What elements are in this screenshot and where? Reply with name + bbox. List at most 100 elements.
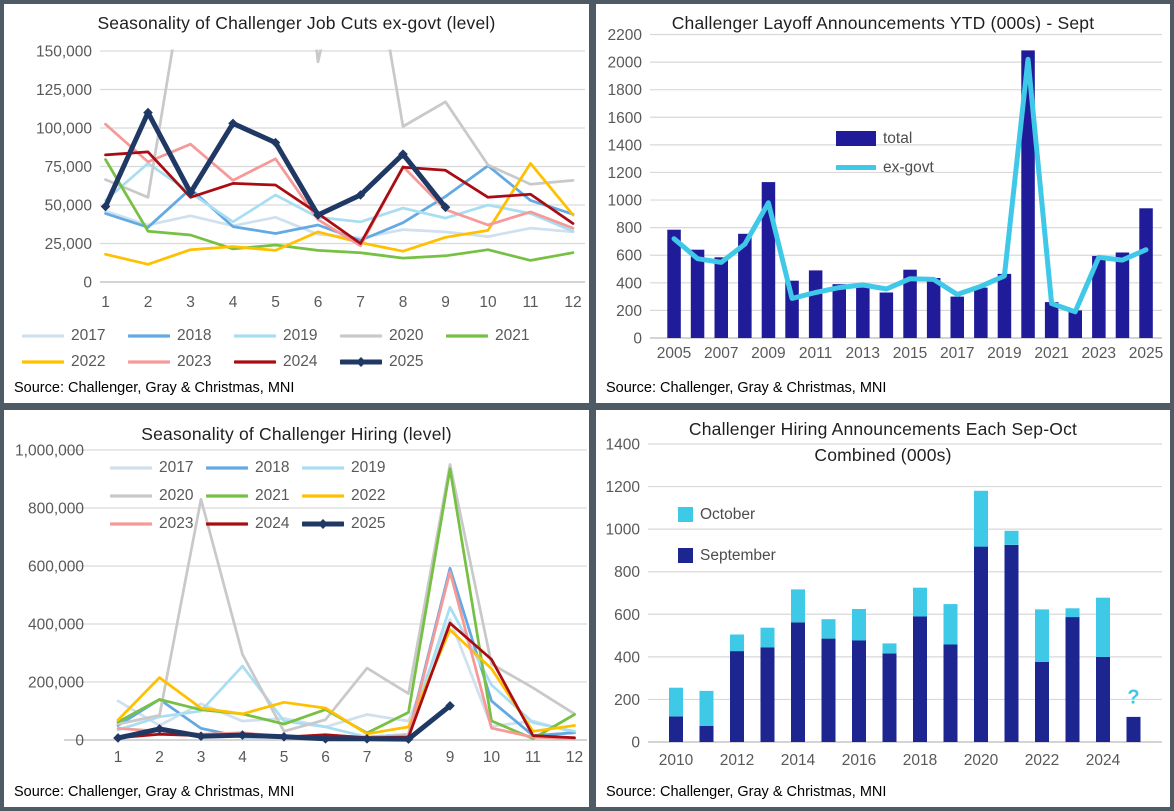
bar-september-2021 [1004,544,1019,742]
job-cuts-seasonality-chart: 0 25,000 50,000 75,000 100,000 125,000 150,000… [36,44,585,311]
legend-item-total: total [836,129,934,148]
y-tick-label: 1000 [608,193,643,210]
x-tick-label: 3 [186,294,195,311]
series-group [100,49,575,266]
legend-box-swatch [678,507,693,522]
chart-title-hiring-sep-oct-line1: Challenger Hiring Announcements Each Sep… [688,419,1078,439]
marker-diamond [313,210,323,220]
marker-diamond [113,733,123,743]
bars-total [667,50,1153,339]
y-tick-label: 100,000 [36,121,92,138]
y-tick-label: 2200 [608,27,643,44]
legend-job-cuts: 2017 2018 2019 2020 2021 2022 2023 2024 2025 [22,326,562,371]
source-note: Source: Challenger, Gray & Christmas, MN… [606,380,887,396]
x-tick-label: 5 [280,749,289,766]
bar-2005 [667,229,681,338]
legend-label: 2020 [159,486,194,504]
x-tick-label: 2025 [1129,345,1163,362]
x-tick-label: 3 [197,749,206,766]
source-note: Source: Challenger, Gray & Christmas, MN… [14,380,295,396]
x-tick-label: 2015 [893,345,927,362]
bar-2021 [1044,302,1059,338]
bar-october-2017 [882,643,897,654]
legend-label: 2018 [255,458,290,476]
x-tick-label: 7 [356,294,365,311]
legend-line-swatch [22,333,64,338]
bar-2013 [856,287,870,338]
source-note: Source: Challenger, Gray & Christmas, MN… [606,784,887,800]
legend-line-swatch [446,333,488,338]
x-tick-label: 4 [229,294,238,311]
panel-hiring-sep-oct: Challenger Hiring Announcements Each Sep… [596,410,1170,807]
series-line-2023 [104,122,575,248]
bar-september-2024 [1096,656,1110,742]
legend-label: 2025 [351,514,386,532]
legend-line-swatch [22,359,64,364]
gridlines [648,443,1162,743]
y-tick-label: 1400 [606,437,641,454]
legend-item-2021: 2021 [446,326,552,345]
bar-october-2016 [852,609,866,641]
legend-item-2021: 2021 [206,486,302,505]
y-tick-label: 200 [614,692,640,709]
marker-diamond [143,107,153,118]
x-tick-label: 2024 [1086,752,1121,769]
chart-title-layoffs-ytd: Challenger Layoff Announcements YTD (000… [671,13,1095,33]
marker-diamond [237,730,248,740]
y-tick-label: 150,000 [36,44,92,61]
legend-line-swatch [128,333,170,338]
bar-september-2012 [730,651,744,742]
marker-diamond [154,724,165,734]
legend-label: 2020 [389,326,424,344]
legend-item-2025: 2025 [302,514,398,533]
x-tick-label: 2014 [781,752,816,769]
bar-october-2013 [760,627,775,648]
source-note: Source: Challenger, Gray & Christmas, MN… [14,784,295,800]
legend-line-swatch [302,518,344,529]
legend-line-swatch [110,521,152,526]
marker-diamond [320,734,331,744]
legend-item-2017: 2017 [110,458,206,477]
legend-item-2020: 2020 [340,326,446,345]
bar-september-2014 [791,622,805,742]
bar-september-2010 [669,716,683,742]
legend-label: September [700,546,776,564]
y-tick-label: 1200 [606,479,641,496]
marker-diamond [196,731,206,742]
legend-label: 2023 [177,352,212,370]
bar-2011 [808,270,823,338]
series-line-2017 [116,618,576,735]
x-tick-label: 10 [479,294,497,311]
bar-october-2012 [730,634,744,652]
bar-2024 [1115,252,1130,338]
legend-line-swatch [206,521,248,526]
x-tick-label: 1 [101,294,110,311]
x-tick-label: 11 [525,749,541,766]
bar-october-2011 [699,690,714,726]
bar-2015 [903,269,917,338]
y-tick-label: 1,000,000 [15,443,84,460]
legend-label: 2019 [283,326,318,344]
y-tick-label: 50,000 [45,198,93,215]
unknown-value-annotation: ? [1127,686,1139,708]
bar-september-2013 [760,647,775,742]
bar-october-2022 [1035,609,1049,662]
legend-item-october: October [678,505,776,524]
y-tick-label: 2000 [608,55,643,72]
legend-label: 2024 [255,514,290,532]
x-tick-label: 2010 [659,752,694,769]
legend-label: 2023 [159,514,194,532]
x-tick-label: 2021 [1034,345,1068,362]
series-line-2021 [104,158,575,262]
y-tick-label: 400 [614,649,640,666]
y-tick-label: 1400 [608,137,643,154]
y-tick-label: 800,000 [28,501,84,518]
y-tick-label: 200 [616,303,642,320]
series-line-ex-govt [671,56,1149,315]
legend-label: 2025 [389,352,424,370]
x-tick-label: 2022 [1025,752,1059,769]
legend-hiring: 2017 2018 2019 2020 2021 2022 2023 2024 2025 [110,458,410,533]
x-tick-label: 2020 [964,752,999,769]
legend-item-2018: 2018 [206,458,302,477]
y-tick-label: 1000 [606,522,641,539]
